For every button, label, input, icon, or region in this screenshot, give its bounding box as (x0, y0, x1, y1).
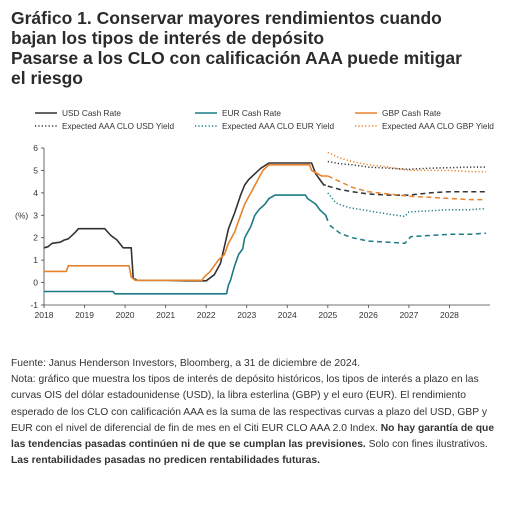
series-line-7 (329, 224, 486, 245)
series-line-6 (327, 185, 486, 196)
x-tick-label: 2018 (35, 310, 54, 320)
title-line-4: el riesgo (11, 68, 83, 88)
x-tick-label: 2022 (197, 310, 216, 320)
y-axis-label: (%) (15, 210, 28, 220)
series-line-8 (327, 175, 486, 201)
illustrative-text: Solo con fines ilustrativos. (368, 439, 488, 451)
y-tick-label: 6 (33, 143, 38, 153)
x-tick-label: 2024 (278, 310, 297, 320)
legend-label-0: USD Cash Rate (62, 108, 121, 118)
x-tick-label: 2028 (440, 310, 459, 320)
series-line-0 (43, 162, 326, 282)
y-tick-label: 4 (33, 188, 38, 198)
x-tick-label: 2019 (75, 310, 94, 320)
note-text: Nota: gráfico que muestra los tipos de i… (11, 374, 487, 434)
series-line-2 (44, 164, 328, 282)
y-tick-label: 0 (33, 278, 38, 288)
legend-label-2: GBP Cash Rate (382, 108, 441, 118)
legend-label-4: Expected AAA CLO EUR Yield (222, 121, 334, 131)
chart-notes: Fuente: Janus Henderson Investors, Bloom… (11, 356, 497, 469)
disclaimer-bold: No hay garantía de que las tendencias pa… (11, 422, 495, 451)
series-line-3 (327, 160, 486, 171)
series-line-4 (327, 192, 486, 218)
series-line-1 (44, 194, 329, 295)
chart-title: Gráfico 1. Conservar mayores rendimiento… (11, 8, 499, 88)
y-tick-label: 1 (33, 255, 38, 265)
line-chart: -1 0 1 2 3 4 5 6 (%) 2018 2019 2020 2021 2022 2023 2024… (15, 108, 494, 320)
x-tick-label: 2021 (156, 310, 175, 320)
source-text: Fuente: Janus Henderson Investors, Bloom… (11, 358, 361, 369)
y-tick-label: 3 (33, 210, 38, 220)
y-tick-label: 5 (33, 165, 38, 175)
x-tick-label: 2026 (359, 310, 378, 320)
y-tick-label: 2 (33, 233, 38, 243)
x-tick-label: 2025 (318, 310, 337, 320)
legend-label-1: EUR Cash Rate (222, 108, 281, 118)
legend-label-3: Expected AAA CLO USD Yield (62, 121, 174, 131)
x-tick-label: 2023 (237, 310, 256, 320)
x-tick-label: 2020 (116, 310, 135, 320)
past-performance-bold: Las rentabilidades pasadas no predicen r… (11, 455, 320, 467)
title-line-2: bajan los tipos de interés de depósito (11, 28, 325, 48)
note-paragraph: Nota: gráfico que muestra los tipos de i… (11, 372, 497, 469)
series-line-5 (327, 151, 486, 173)
title-line-1: Gráfico 1. Conservar mayores rendimiento… (11, 8, 442, 28)
y-tick-label: -1 (30, 300, 38, 310)
x-tick-label: 2027 (399, 310, 418, 320)
legend-label-5: Expected AAA CLO GBP Yield (382, 121, 494, 131)
title-line-3: Pasarse a los CLO con calificación AAA p… (11, 48, 462, 68)
